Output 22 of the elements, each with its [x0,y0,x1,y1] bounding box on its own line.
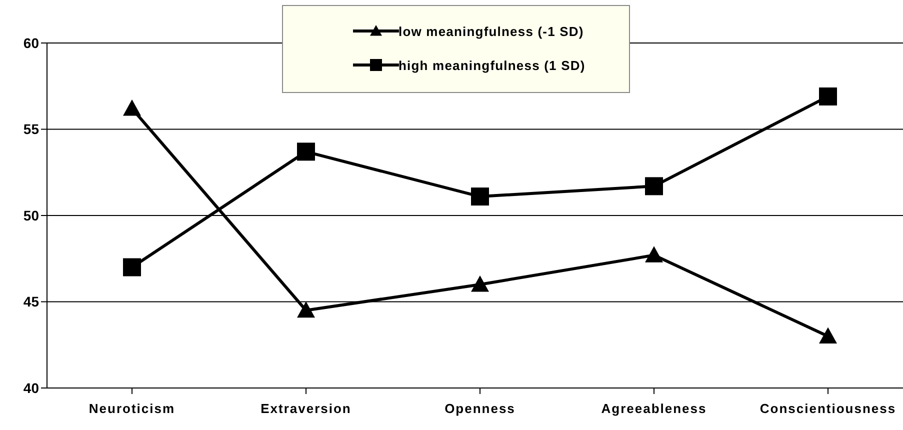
x-tick-label: Extraversion [260,401,352,416]
point [297,301,315,318]
y-tick-label: 40 [23,380,40,396]
point [123,100,141,116]
point [471,276,489,292]
point [645,177,663,196]
point [819,87,837,106]
point [297,142,315,161]
x-tick-label: Neuroticism [88,401,176,416]
y-tick-label: 45 [23,294,40,310]
y-tick-label: 55 [23,121,40,138]
point [123,258,141,276]
point [471,188,489,206]
legend-label: high meaningfulness (1 SD) [398,58,586,72]
x-tick-label: Openness [444,401,516,416]
point [645,246,663,262]
legend-label: low meaningfulness (-1 SD) [398,24,584,38]
y-tick-label: 60 [23,34,40,51]
x-tick-label: Agreeableness [601,401,707,416]
y-tick-label: 50 [23,207,40,224]
point [819,327,837,344]
x-tick-label: Conscientiousness [760,401,896,416]
